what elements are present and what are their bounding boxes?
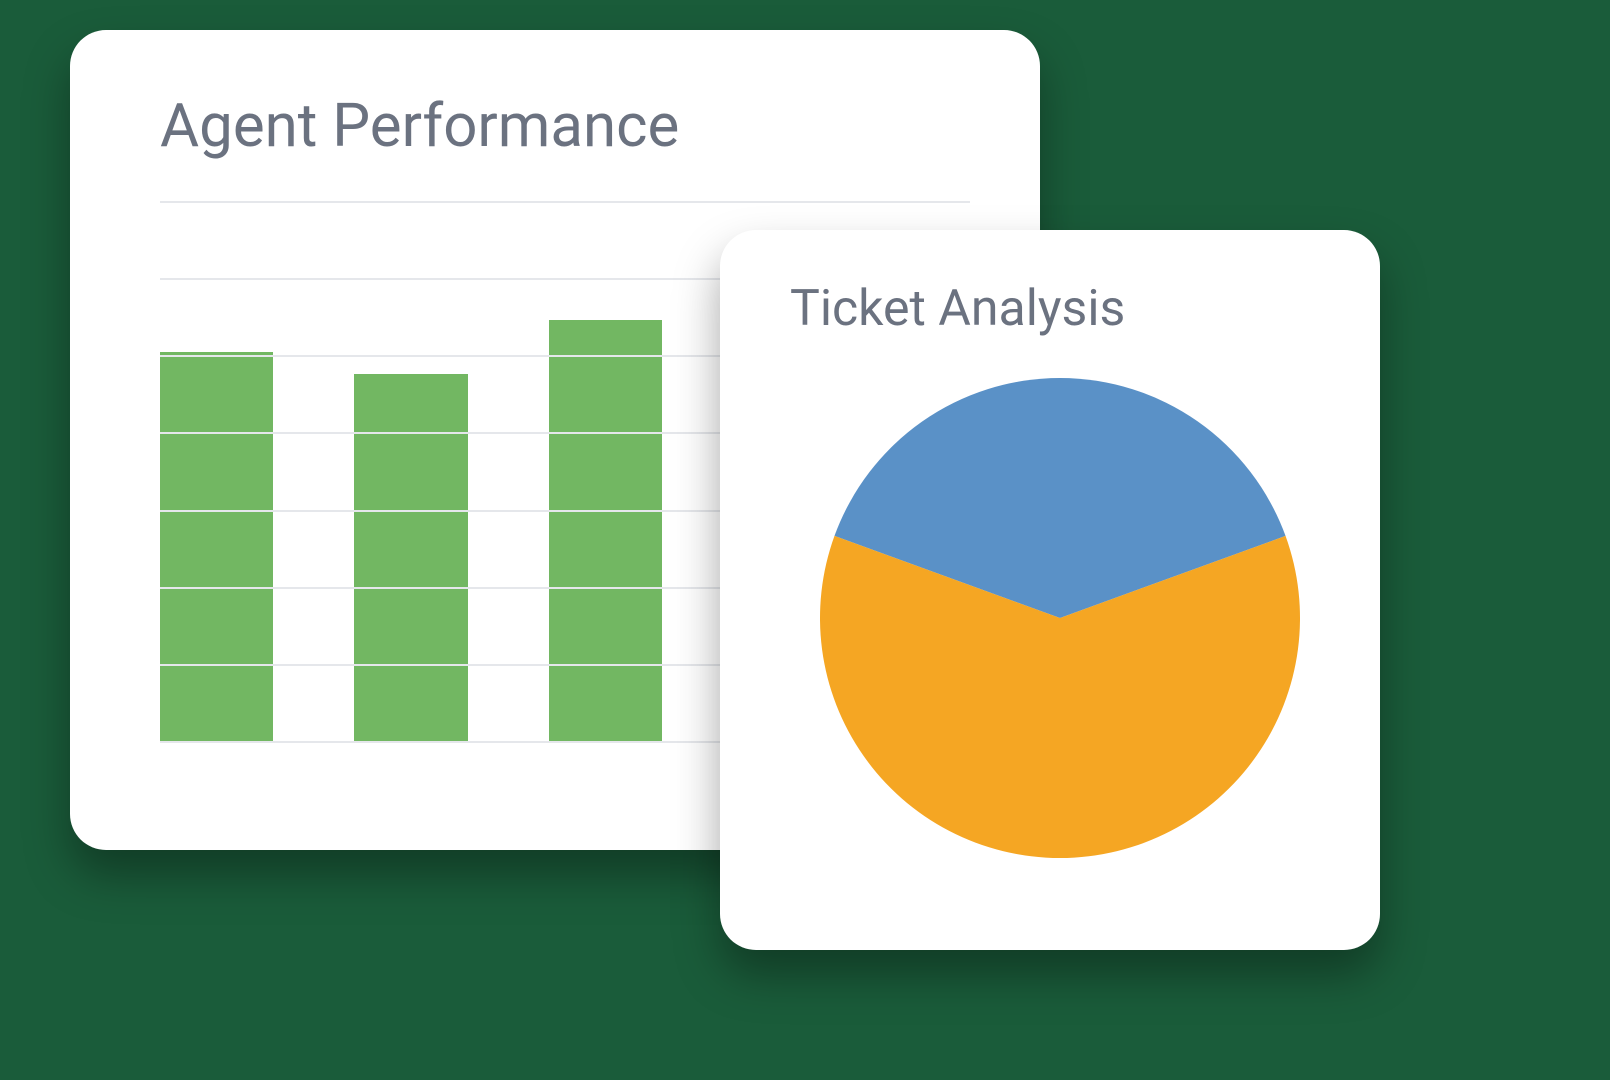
pie-wrap xyxy=(790,378,1330,858)
agent-performance-title: Agent Performance xyxy=(160,90,970,161)
gridline xyxy=(160,201,970,203)
pie-chart xyxy=(820,378,1300,858)
bar xyxy=(160,352,273,741)
ticket-analysis-title: Ticket Analysis xyxy=(790,280,1330,338)
bar xyxy=(354,374,467,741)
ticket-analysis-card: Ticket Analysis xyxy=(720,230,1380,950)
bar xyxy=(549,320,662,741)
stage: Agent Performance Ticket Analysis xyxy=(0,0,1610,1080)
